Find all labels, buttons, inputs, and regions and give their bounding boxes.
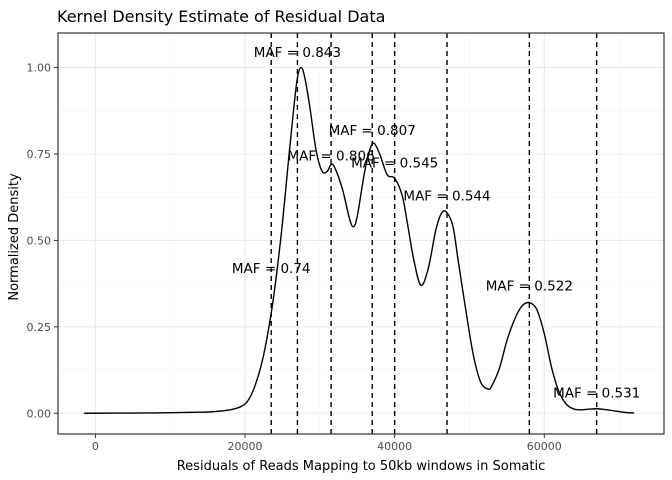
maf-label: MAF = 0.522 (486, 278, 573, 294)
x-tick-label: 60000 (527, 440, 562, 453)
y-axis-ticks: 0.00 0.25 0.50 0.75 1.00 (27, 62, 58, 420)
maf-label: MAF = 0.545 (351, 156, 438, 172)
maf-label: MAF = 0.74 (232, 261, 311, 277)
maf-label: MAF = 0.806 (287, 149, 374, 165)
maf-label: MAF = 0.807 (329, 123, 416, 139)
y-tick-label: 1.00 (27, 62, 52, 75)
maf-label: MAF = 0.843 (254, 45, 341, 61)
x-axis-ticks: 0 20000 40000 60000 (92, 434, 562, 453)
x-tick-label: 40000 (377, 440, 412, 453)
density-curve (84, 66, 635, 414)
x-tick-label: 0 (92, 440, 99, 453)
panel-border (57, 32, 665, 435)
y-tick-label: 0.75 (27, 148, 52, 161)
maf-vertical-lines (270, 33, 598, 434)
maf-label: MAF = 0.544 (403, 188, 490, 204)
y-tick-label: 0.25 (27, 321, 52, 334)
y-tick-label: 0.00 (27, 407, 52, 420)
grid (58, 33, 664, 434)
x-tick-label: 20000 (228, 440, 263, 453)
y-axis-title: Normalized Density (7, 173, 22, 301)
y-tick-label: 0.50 (27, 234, 52, 247)
x-axis-title: Residuals of Reads Mapping to 50kb windo… (177, 459, 546, 474)
chart-title: Kernel Density Estimate of Residual Data (57, 7, 385, 26)
maf-label: MAF = 0.531 (553, 386, 640, 402)
